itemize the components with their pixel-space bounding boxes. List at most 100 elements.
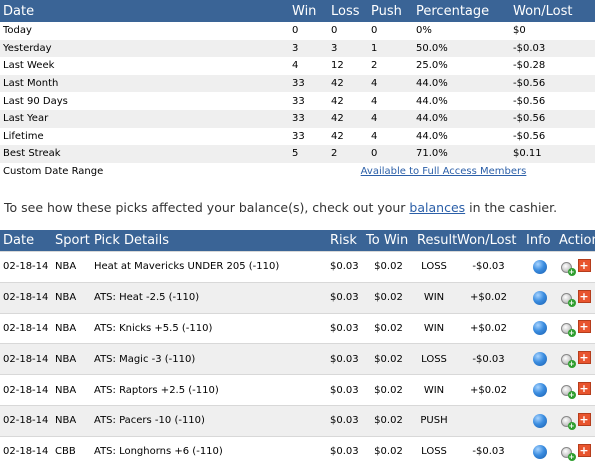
- pick-result: WIN: [414, 281, 454, 314]
- pick-row: 02-18-14 NBA ATS: Pacers -10 (-110) $0.0…: [0, 404, 595, 437]
- add-plus-icon[interactable]: +: [577, 412, 591, 426]
- balance-note-text-end: in the cashier.: [469, 200, 558, 215]
- win-percentage: 50.0%: [413, 39, 510, 58]
- pick-date: 02-18-14: [0, 281, 52, 314]
- pick-date: 02-18-14: [0, 251, 52, 283]
- period-label: Last Month: [0, 74, 289, 93]
- picks-header-date: Date: [0, 230, 52, 252]
- period-label: Yesterday: [0, 39, 289, 58]
- period-label: Lifetime: [0, 127, 289, 146]
- pick-sport: NBA: [52, 374, 91, 406]
- pick-row: 02-18-14 CBB ATS: Longhorns +6 (-110) $0…: [0, 435, 595, 467]
- tail-pick-icon[interactable]: +: [560, 322, 576, 338]
- win-percentage: 44.0%: [413, 109, 510, 128]
- balance-note: To see how these picks affected your bal…: [4, 200, 557, 215]
- pick-row: 02-18-14 NBA Heat at Mavericks UNDER 205…: [0, 251, 595, 283]
- info-globe-icon[interactable]: [532, 321, 547, 336]
- add-plus-icon[interactable]: +: [577, 443, 591, 457]
- push-count: 4: [368, 109, 413, 128]
- info-globe-icon[interactable]: [532, 290, 547, 305]
- summary-row: Last Year 33 42 4 44.0% -$0.56: [0, 109, 595, 128]
- tail-pick-icon[interactable]: +: [560, 384, 576, 400]
- pick-to-win: $0.02: [363, 312, 414, 344]
- pick-result: PUSH: [414, 404, 454, 437]
- loss-count: 42: [328, 127, 368, 146]
- add-plus-icon[interactable]: +: [577, 289, 591, 303]
- info-globe-icon[interactable]: [532, 352, 547, 367]
- win-count: 3: [289, 39, 328, 58]
- win-percentage: 44.0%: [413, 74, 510, 93]
- pick-won-lost: +$0.02: [454, 281, 523, 314]
- pick-sport: NBA: [52, 251, 91, 283]
- pick-details: ATS: Heat -2.5 (-110): [91, 281, 327, 314]
- add-plus-icon[interactable]: +: [577, 258, 591, 272]
- add-plus-icon[interactable]: +: [577, 351, 591, 365]
- pick-details: ATS: Magic -3 (-110): [91, 343, 327, 375]
- pick-sport: NBA: [52, 312, 91, 344]
- pick-won-lost: -$0.03: [454, 251, 523, 283]
- custom-date-range-row: Custom Date Range Available to Full Acce…: [0, 162, 595, 181]
- info-globe-icon[interactable]: [532, 259, 547, 274]
- pick-won-lost: [454, 404, 523, 437]
- pick-row: 02-18-14 NBA ATS: Heat -2.5 (-110) $0.03…: [0, 281, 595, 314]
- pick-result: LOSS: [414, 251, 454, 283]
- add-plus-icon[interactable]: +: [577, 320, 591, 334]
- win-count: 5: [289, 145, 328, 163]
- summary-row: Last Month 33 42 4 44.0% -$0.56: [0, 74, 595, 93]
- period-label: Best Streak: [0, 145, 289, 163]
- summary-row: Yesterday 3 3 1 50.0% -$0.03: [0, 39, 595, 58]
- pick-won-lost: +$0.02: [454, 374, 523, 406]
- pick-row: 02-18-14 NBA ATS: Knicks +5.5 (-110) $0.…: [0, 312, 595, 344]
- summary-row: Lifetime 33 42 4 44.0% -$0.56: [0, 127, 595, 146]
- pick-won-lost: +$0.02: [454, 312, 523, 344]
- pick-result: LOSS: [414, 343, 454, 375]
- won-lost-amount: -$0.28: [510, 57, 595, 75]
- pick-to-win: $0.02: [363, 343, 414, 375]
- full-access-members-link[interactable]: Available to Full Access Members: [360, 166, 527, 178]
- info-globe-icon[interactable]: [532, 383, 547, 398]
- balances-link[interactable]: balances: [409, 200, 466, 215]
- won-lost-amount: -$0.56: [510, 74, 595, 93]
- win-percentage: 44.0%: [413, 127, 510, 146]
- won-lost-amount: -$0.56: [510, 92, 595, 110]
- picks-header-result: Result: [414, 230, 457, 252]
- pick-details: ATS: Longhorns +6 (-110): [91, 435, 327, 467]
- picks-header-info: Info: [523, 230, 556, 252]
- tail-pick-icon[interactable]: +: [560, 353, 576, 369]
- win-count: 33: [289, 127, 328, 146]
- win-percentage: 71.0%: [413, 145, 510, 163]
- win-count: 33: [289, 92, 328, 110]
- pick-risk: $0.03: [327, 404, 363, 437]
- summary-row: Last Week 4 12 2 25.0% -$0.28: [0, 57, 595, 75]
- push-count: 1: [368, 39, 413, 58]
- picks-header-pick-details: Pick Details: [91, 230, 327, 252]
- win-percentage: 44.0%: [413, 92, 510, 110]
- pick-details: ATS: Knicks +5.5 (-110): [91, 312, 327, 344]
- tail-pick-icon[interactable]: +: [560, 446, 576, 461]
- pick-sport: NBA: [52, 343, 91, 375]
- push-count: 4: [368, 74, 413, 93]
- loss-count: 12: [328, 57, 368, 75]
- pick-to-win: $0.02: [363, 251, 414, 283]
- period-label: Today: [0, 22, 289, 40]
- tail-pick-icon[interactable]: +: [560, 292, 576, 307]
- summary-row: Today 0 0 0 0% $0: [0, 22, 595, 40]
- summary-header-loss: Loss: [328, 0, 368, 22]
- push-count: 4: [368, 92, 413, 110]
- loss-count: 42: [328, 92, 368, 110]
- won-lost-amount: -$0.03: [510, 39, 595, 58]
- summary-row: Best Streak 5 2 0 71.0% $0.11: [0, 145, 595, 163]
- push-count: 4: [368, 127, 413, 146]
- win-percentage: 25.0%: [413, 57, 510, 75]
- info-globe-icon[interactable]: [532, 413, 547, 428]
- tail-pick-icon[interactable]: +: [560, 261, 576, 276]
- tail-pick-icon[interactable]: +: [560, 415, 576, 430]
- loss-count: 42: [328, 109, 368, 128]
- won-lost-amount: -$0.56: [510, 127, 595, 146]
- info-globe-icon[interactable]: [532, 444, 547, 459]
- loss-count: 2: [328, 145, 368, 163]
- pick-won-lost: -$0.03: [454, 343, 523, 375]
- loss-count: 3: [328, 39, 368, 58]
- pick-to-win: $0.02: [363, 435, 414, 467]
- add-plus-icon[interactable]: +: [577, 382, 591, 396]
